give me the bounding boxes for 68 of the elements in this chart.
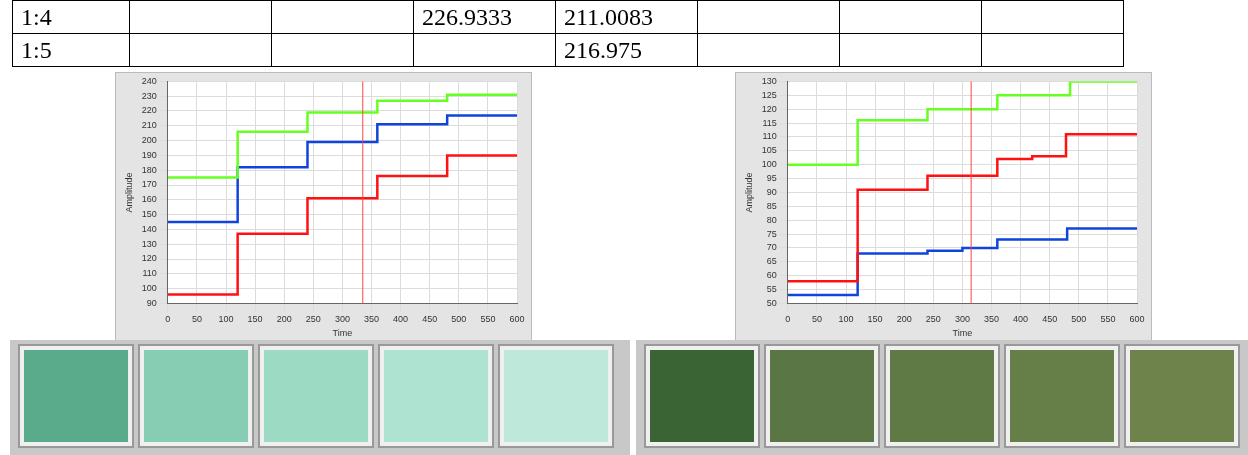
x-tick-label: 300	[334, 314, 350, 325]
y-tick-label: 100	[141, 283, 157, 294]
y-tick-label: 180	[141, 164, 157, 175]
x-tick-label: 350	[363, 314, 380, 325]
y-tick-label: 105	[761, 145, 777, 156]
x-tick-label: 100	[838, 314, 854, 325]
x-tick-label: 50	[811, 314, 822, 325]
x-tick-label: 150	[867, 314, 883, 325]
y-tick-label: 210	[141, 120, 157, 131]
y-tick-label: 190	[141, 149, 157, 160]
text: 1:4	[12, 0, 130, 34]
x-tick-label: 150	[247, 314, 263, 325]
y-tick-label: 200	[141, 135, 157, 146]
y-tick-label: 140	[141, 223, 157, 234]
text: 216.975	[555, 33, 698, 67]
y-tick-label: 100	[761, 159, 777, 170]
x-tick-label: 200	[896, 314, 912, 325]
x-tick-label: 0	[165, 314, 171, 325]
y-tick-label: 230	[141, 90, 157, 101]
y-tick-label: 120	[761, 103, 777, 114]
y-tick-label: 110	[142, 268, 157, 279]
x-tick-label: 50	[191, 314, 202, 325]
x-tick-label: 500	[1071, 314, 1087, 325]
x-tick-label: 250	[305, 314, 321, 325]
x-tick-label: 550	[480, 314, 496, 325]
y-tick-label: 220	[141, 105, 157, 116]
y-axis-title: Amplitude	[123, 172, 134, 213]
y-tick-label: 90	[146, 297, 157, 308]
y-tick-label: 110	[762, 131, 777, 142]
y-tick-label: 130	[761, 75, 777, 86]
y-tick-label: 50	[766, 297, 777, 308]
x-tick-label: 0	[785, 314, 791, 325]
y-tick-label: 115	[762, 117, 777, 128]
y-tick-label: 120	[141, 253, 157, 264]
x-tick-label: 300	[954, 314, 970, 325]
y-tick-label: 80	[766, 214, 777, 225]
y-tick-label: 85	[766, 200, 777, 211]
y-tick-label: 55	[766, 284, 777, 295]
y-tick-label: 130	[141, 238, 157, 249]
x-tick-label: 550	[1100, 314, 1116, 325]
text: 211.0083	[555, 0, 698, 34]
y-tick-label: 240	[141, 75, 157, 86]
x-tick-label: 400	[393, 314, 409, 325]
y-tick-label: 90	[766, 186, 777, 197]
x-tick-label: 600	[1129, 314, 1145, 325]
text: 1:5	[12, 33, 130, 67]
y-tick-label: 170	[141, 179, 157, 190]
y-tick-label: 60	[766, 270, 777, 281]
y-tick-label: 160	[141, 194, 157, 205]
x-tick-label: 450	[422, 314, 438, 325]
x-axis-title: Time	[952, 328, 973, 339]
x-tick-label: 350	[983, 314, 1000, 325]
y-tick-label: 95	[766, 173, 777, 184]
y-tick-label: 65	[766, 256, 777, 267]
x-tick-label: 200	[276, 314, 292, 325]
x-axis-title: Time	[332, 328, 353, 339]
y-tick-label: 75	[766, 228, 777, 239]
y-tick-label: 150	[141, 209, 157, 220]
x-tick-label: 500	[451, 314, 467, 325]
y-tick-label: 125	[761, 89, 777, 100]
x-tick-label: 600	[509, 314, 525, 325]
x-tick-label: 400	[1013, 314, 1029, 325]
x-tick-label: 450	[1042, 314, 1058, 325]
text: 226.9333	[413, 0, 556, 34]
x-tick-label: 100	[218, 314, 234, 325]
y-tick-label: 70	[766, 242, 777, 253]
x-tick-label: 250	[925, 314, 941, 325]
y-axis-title: Amplitude	[743, 172, 754, 213]
